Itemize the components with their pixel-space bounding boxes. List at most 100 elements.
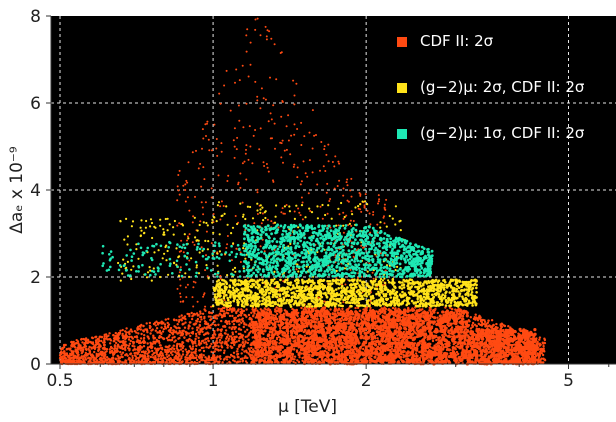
point-cdf-2sigma xyxy=(199,310,202,313)
point-cdf-2sigma xyxy=(154,329,157,332)
point-cdf-2sigma xyxy=(371,325,375,329)
point-cdf-2sigma xyxy=(173,347,176,351)
point-cdf-2sigma xyxy=(188,321,192,324)
point-cdf-2sigma xyxy=(110,349,114,352)
point-cdf-2sigma xyxy=(429,346,432,349)
point-cdf-2sigma xyxy=(176,332,179,335)
point-cdf-2sigma xyxy=(154,324,157,327)
point-cdf-2sigma xyxy=(289,342,292,345)
point-cdf-2sigma xyxy=(183,336,186,339)
point-cdf-2sigma xyxy=(224,332,227,335)
point-cdf-2sigma xyxy=(97,341,100,344)
point-cdf-2sigma xyxy=(248,331,251,335)
point-cdf-2sigma xyxy=(252,315,255,318)
point-cdf-2sigma xyxy=(200,318,203,321)
point-cdf-2sigma xyxy=(466,329,470,333)
point-cdf-2sigma xyxy=(202,349,206,353)
point-cdf-2sigma xyxy=(119,350,122,354)
point-cdf-2sigma xyxy=(145,322,148,325)
point-cdf-2sigma xyxy=(203,341,206,344)
point-cdf-2sigma xyxy=(411,308,415,311)
point-cdf-2sigma xyxy=(179,343,183,346)
point-cdf-2sigma xyxy=(542,347,545,350)
point-cdf-2sigma xyxy=(198,349,201,352)
point-cdf-2sigma xyxy=(60,350,63,353)
point-cdf-2sigma xyxy=(232,323,236,326)
point-cdf-2sigma xyxy=(156,321,160,325)
point-cdf-2sigma xyxy=(449,322,453,326)
point-cdf-2sigma xyxy=(159,351,162,355)
point-cdf-2sigma xyxy=(190,317,194,321)
point-cdf-2sigma xyxy=(201,312,205,315)
point-cdf-2sigma xyxy=(234,326,237,329)
point-cdf-2sigma xyxy=(303,334,307,337)
point-cdf-2sigma xyxy=(451,331,455,335)
point-cdf-2sigma xyxy=(219,357,222,361)
point-cdf-2sigma xyxy=(178,358,182,361)
point-cdf-2sigma xyxy=(112,334,115,337)
point-cdf-2sigma xyxy=(119,346,122,350)
point-cdf-2sigma xyxy=(88,345,91,349)
point-cdf-2sigma xyxy=(223,312,226,315)
point-cdf-2sigma xyxy=(415,354,419,358)
point-cdf-2sigma xyxy=(465,345,469,349)
point-cdf-2sigma xyxy=(217,360,220,364)
point-cdf-2sigma xyxy=(161,322,164,325)
point-cdf-2sigma xyxy=(147,337,150,340)
point-cdf-2sigma xyxy=(303,328,307,332)
point-cdf-2sigma xyxy=(220,329,223,333)
point-cdf-2sigma xyxy=(134,358,137,361)
point-cdf-2sigma xyxy=(213,329,216,333)
point-cdf-2sigma xyxy=(146,355,149,358)
point-cdf-2sigma xyxy=(189,334,192,338)
point-cdf-2sigma xyxy=(491,324,494,328)
point-cdf-2sigma xyxy=(163,348,167,352)
point-cdf-2sigma xyxy=(329,308,332,311)
point-cdf-2sigma xyxy=(146,347,149,351)
point-cdf-2sigma xyxy=(172,331,175,334)
point-cdf-2sigma xyxy=(482,345,486,349)
point-cdf-2sigma xyxy=(216,355,219,358)
point-cdf-2sigma xyxy=(228,335,232,338)
point-cdf-2sigma xyxy=(509,336,513,340)
point-cdf-2sigma xyxy=(357,341,361,345)
point-cdf-2sigma xyxy=(367,356,371,360)
point-cdf-2sigma xyxy=(195,358,199,362)
point-cdf-2sigma xyxy=(139,325,142,328)
point-cdf-2sigma xyxy=(83,361,86,364)
point-cdf-2sigma xyxy=(191,342,195,345)
point-cdf-2sigma xyxy=(82,346,85,349)
point-cdf-2sigma xyxy=(280,360,283,364)
point-cdf-2sigma xyxy=(449,335,453,338)
point-cdf-2sigma xyxy=(245,323,248,326)
point-cdf-2sigma xyxy=(307,319,310,322)
point-cdf-2sigma xyxy=(113,344,117,347)
point-cdf-2sigma xyxy=(145,328,148,331)
point-cdf-2sigma xyxy=(245,349,248,352)
point-cdf-2sigma xyxy=(223,314,226,318)
point-cdf-2sigma xyxy=(237,339,241,342)
point-cdf-2sigma xyxy=(234,316,237,319)
point-cdf-2sigma xyxy=(140,360,143,363)
point-cdf-2sigma xyxy=(313,320,317,324)
point-cdf-2sigma xyxy=(219,309,222,313)
point-cdf-2sigma xyxy=(411,349,415,353)
point-cdf-2sigma xyxy=(331,312,335,315)
point-cdf-2sigma xyxy=(98,361,102,364)
point-cdf-2sigma xyxy=(240,336,244,339)
point-cdf-2sigma xyxy=(181,346,184,350)
point-cdf-2sigma xyxy=(113,349,117,353)
point-cdf-2sigma xyxy=(160,354,163,358)
point-cdf-2sigma xyxy=(249,317,252,320)
point-cdf-2sigma xyxy=(489,325,492,328)
point-cdf-2sigma xyxy=(140,346,143,349)
point-cdf-2sigma xyxy=(70,353,73,357)
point-cdf-2sigma xyxy=(292,348,296,351)
point-cdf-2sigma xyxy=(480,321,484,324)
point-cdf-2sigma xyxy=(100,357,104,360)
point-cdf-2sigma xyxy=(98,353,102,356)
point-cdf-2sigma xyxy=(233,343,236,347)
point-cdf-2sigma xyxy=(461,317,465,321)
point-cdf-2sigma xyxy=(85,348,88,352)
point-cdf-2sigma xyxy=(328,337,331,340)
